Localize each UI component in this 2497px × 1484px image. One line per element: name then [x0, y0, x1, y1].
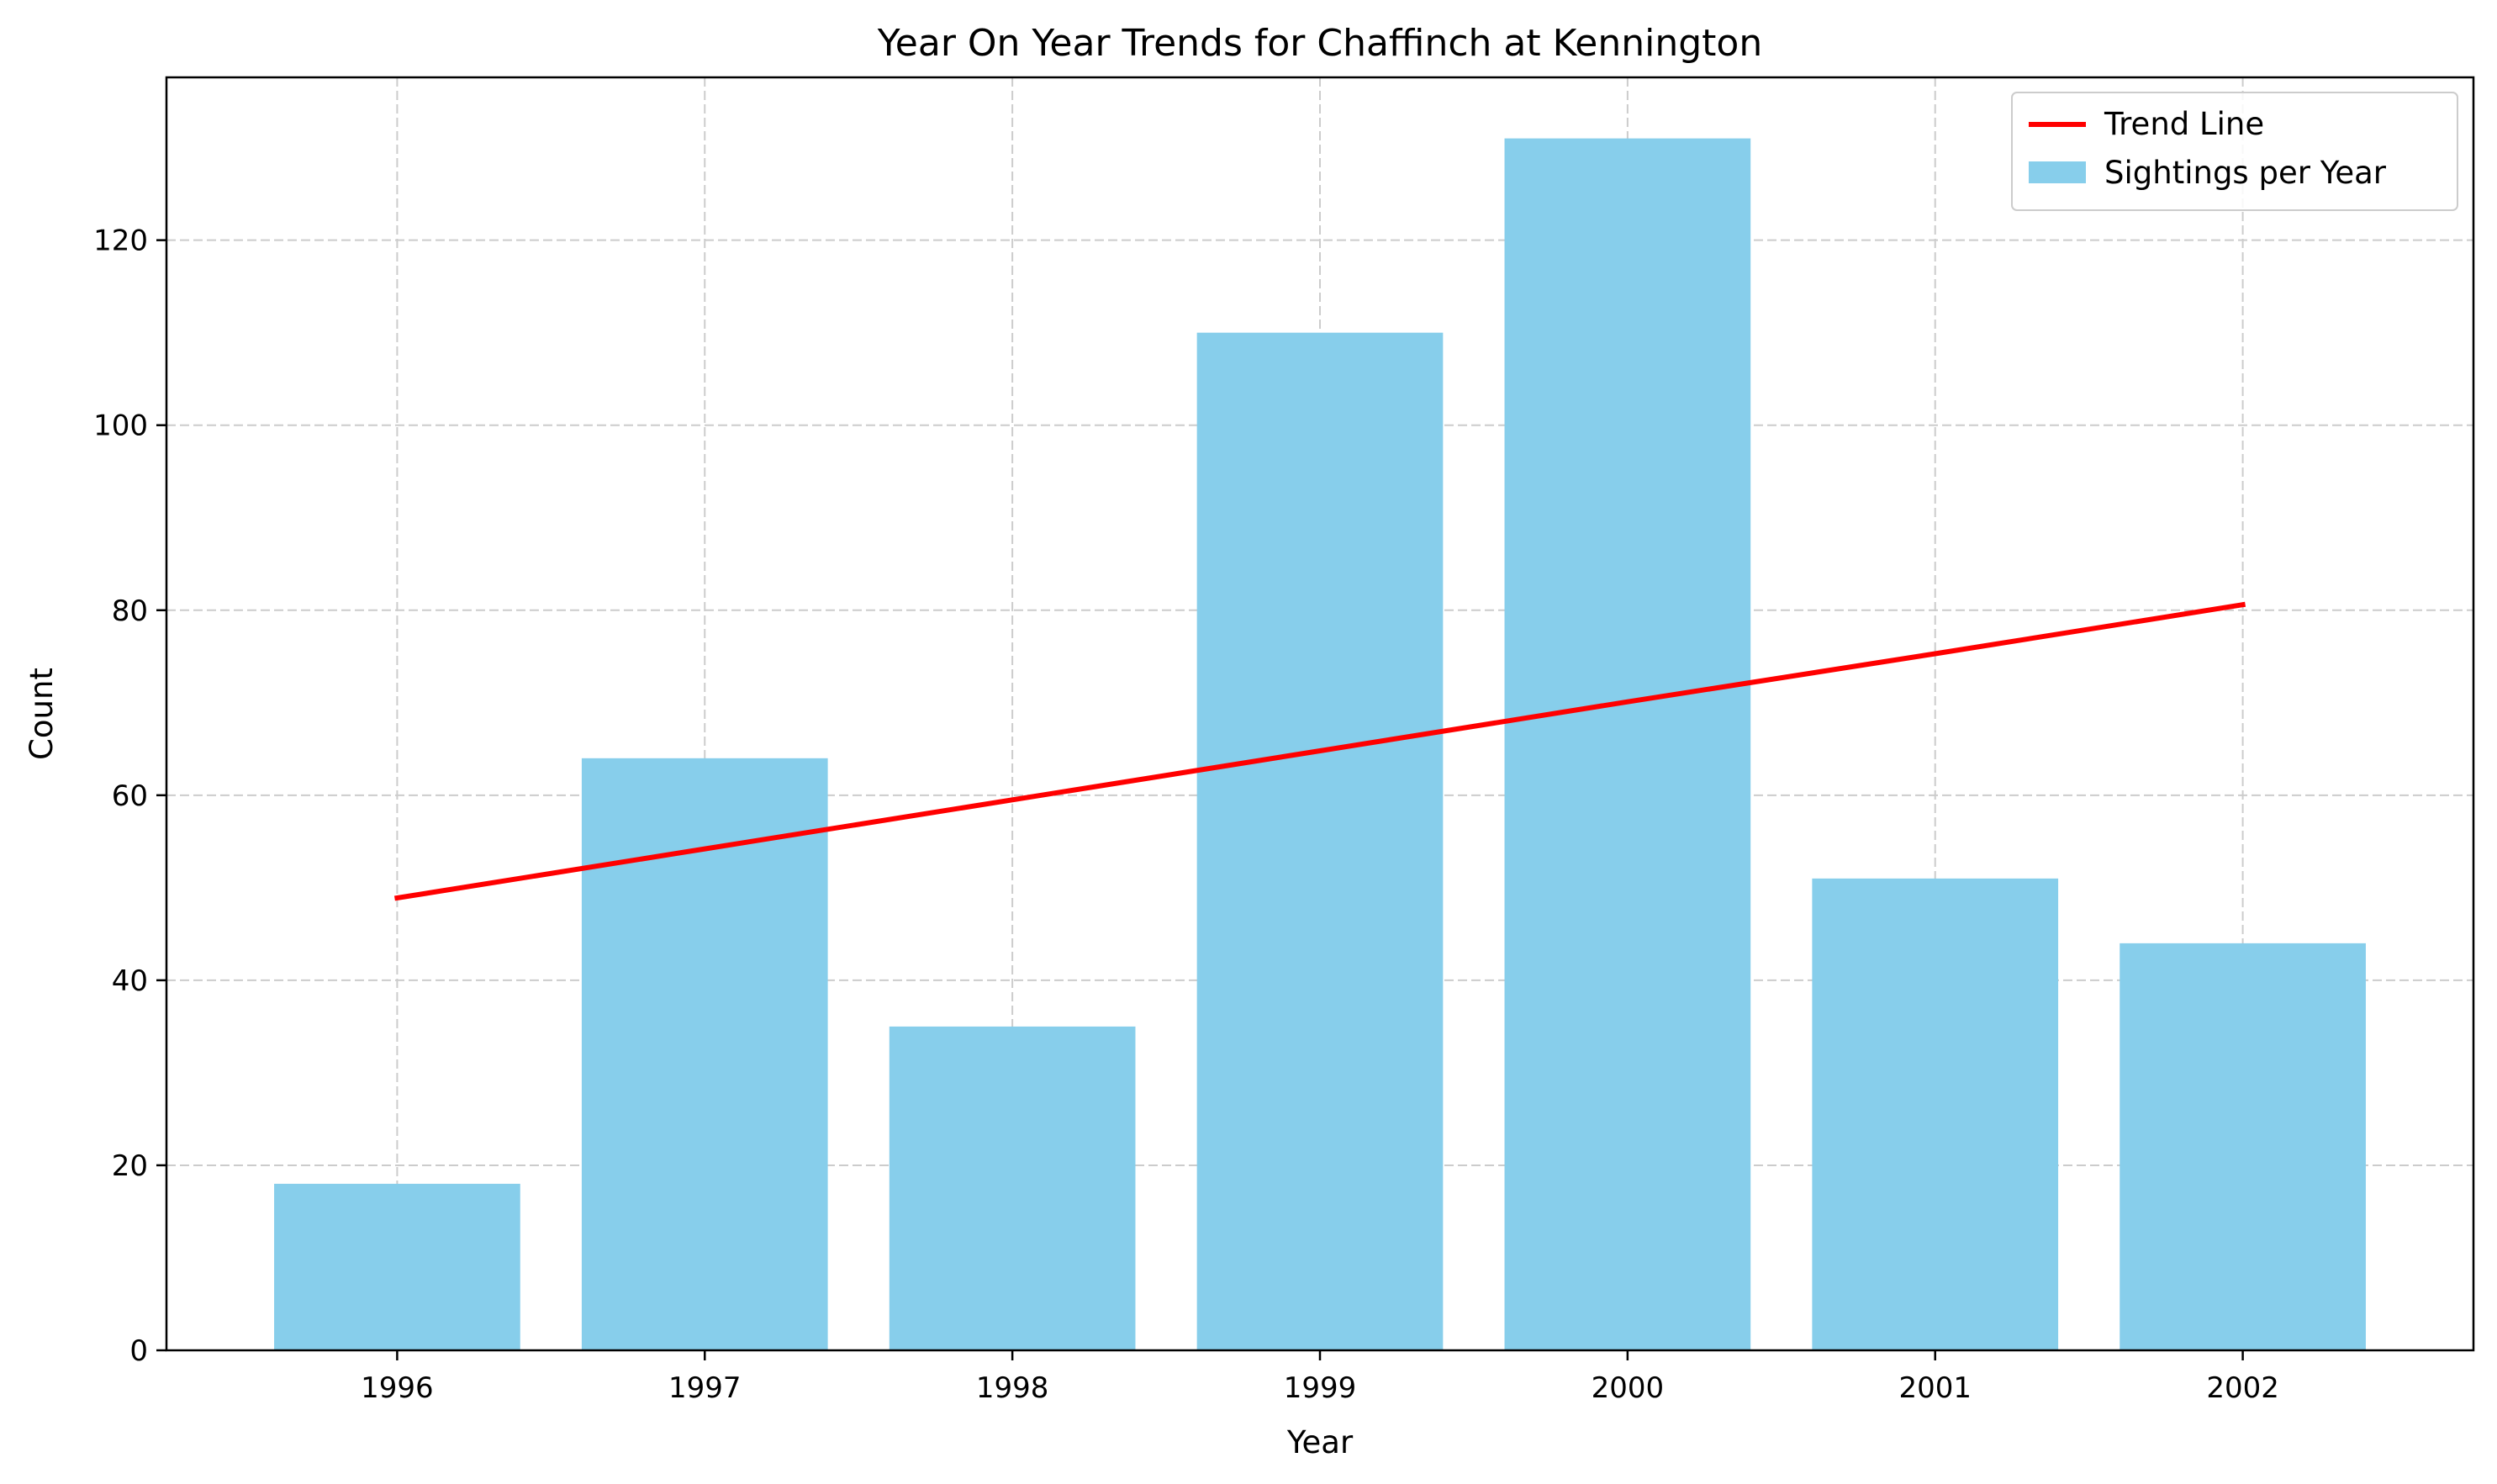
y-axis-label: Count — [24, 668, 60, 760]
x-tick-label: 2000 — [1592, 1371, 1665, 1405]
bar-1998 — [889, 1026, 1136, 1350]
legend-box — [2011, 92, 2458, 211]
legend: Trend Line Sightings per Year — [2011, 92, 2458, 211]
trend-line — [393, 601, 2246, 901]
bar-1996 — [274, 1183, 520, 1350]
y-tick-label: 0 — [129, 1334, 148, 1368]
y-tick-label: 60 — [112, 779, 148, 813]
y-tick-label: 80 — [112, 594, 148, 628]
legend-swatch-sightings — [2029, 161, 2086, 183]
trend-line-series — [393, 601, 2246, 901]
x-tick-label: 2001 — [1898, 1371, 1972, 1405]
bar-2001 — [1812, 878, 2059, 1350]
y-tick-label: 120 — [93, 224, 148, 258]
bar-series — [274, 138, 2366, 1351]
y-tick-label: 40 — [112, 964, 148, 998]
bar-1997 — [581, 758, 828, 1350]
legend-label-sightings: Sightings per Year — [2104, 155, 2387, 191]
x-axis-label: Year — [1286, 1424, 1354, 1460]
x-tick-label: 1999 — [1284, 1371, 1357, 1405]
x-tick-label: 1996 — [361, 1371, 434, 1405]
legend-label-trend-line: Trend Line — [2104, 106, 2264, 142]
y-tick-label: 20 — [112, 1149, 148, 1183]
x-axis: 1996 1997 1998 1999 2000 2001 2002 — [361, 1350, 2279, 1405]
x-tick-label: 1998 — [976, 1371, 1049, 1405]
x-tick-label: 1997 — [668, 1371, 742, 1405]
bar-2000 — [1504, 138, 1751, 1351]
y-axis: 0 20 40 60 80 100 120 — [93, 224, 166, 1368]
y-tick-label: 100 — [93, 409, 148, 443]
x-tick-label: 2002 — [2206, 1371, 2279, 1405]
bar-2002 — [2120, 943, 2366, 1350]
chart-title: Year On Year Trends for Chaffinch at Ken… — [877, 22, 1762, 65]
bar-1999 — [1196, 332, 1444, 1351]
